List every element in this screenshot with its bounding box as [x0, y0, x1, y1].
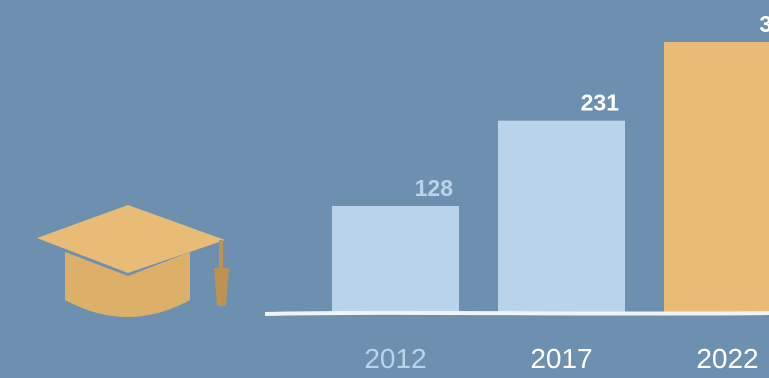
- bar-group: [332, 42, 769, 312]
- cap-base: [65, 252, 190, 317]
- category-label-2022: 2022: [696, 343, 758, 374]
- bar-label-2022: 32: [759, 11, 769, 37]
- bar-2022: [664, 42, 769, 312]
- graduation-cap-icon: [37, 205, 229, 317]
- cap-tassel: [214, 268, 229, 306]
- bar-label-2012: 128: [415, 175, 454, 201]
- baseline: [264, 310, 769, 316]
- category-label-2017: 2017: [530, 343, 592, 374]
- bar-2012: [332, 205, 459, 312]
- cap-board: [37, 205, 225, 273]
- category-label-2012: 2012: [364, 343, 426, 374]
- bar-2017: [498, 120, 625, 312]
- bar-label-2017: 231: [581, 90, 620, 116]
